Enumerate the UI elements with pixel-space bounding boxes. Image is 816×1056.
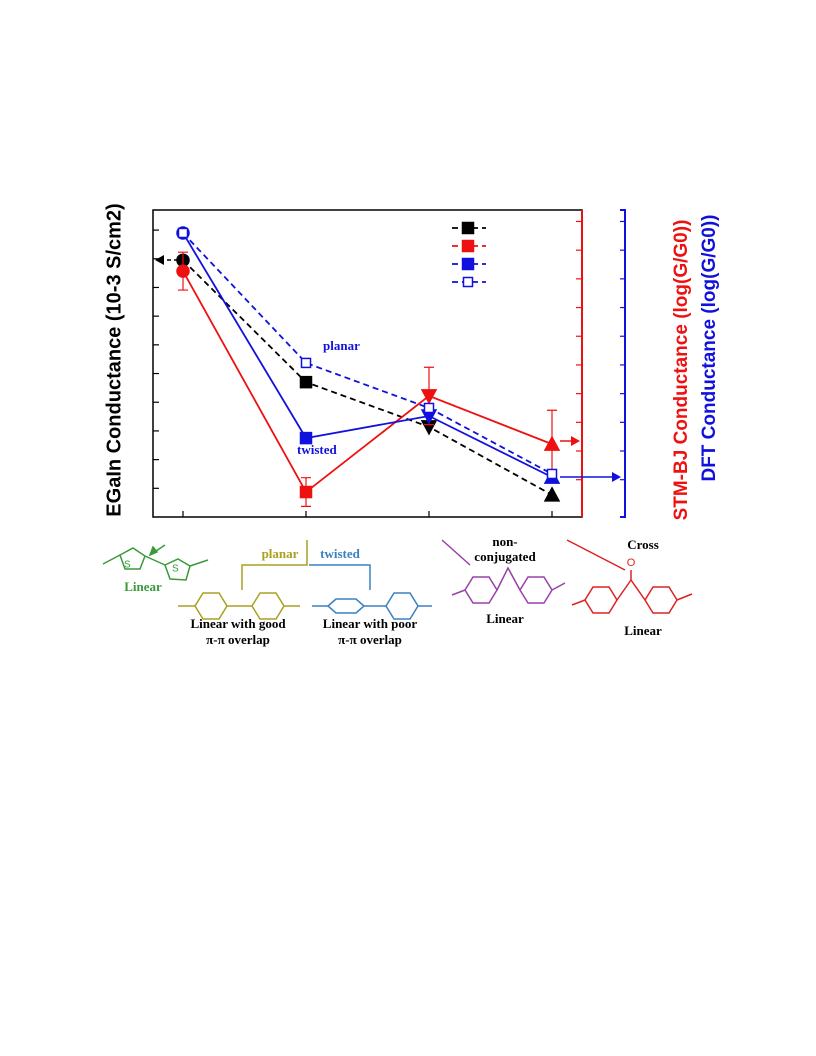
branch-label: twisted: [320, 546, 360, 561]
molecule-label: π-π overlap: [206, 632, 270, 647]
data-point: [543, 486, 561, 502]
series-line: [182, 232, 553, 478]
series-line: [182, 270, 553, 494]
data-point: [543, 435, 561, 451]
y3-axis-label: DFT Conductance (log(G/G0)): [699, 214, 720, 481]
molecule-label: non-: [492, 534, 517, 549]
annotation: planar: [323, 338, 360, 353]
data-point: [299, 485, 313, 499]
molecule-label: Linear: [624, 623, 662, 638]
molecule-label: conjugated: [474, 549, 536, 564]
y3-axis: [620, 209, 626, 518]
arrows: [155, 255, 621, 482]
y2-axis-label: STM-BJ Conductance (log(G/G0)): [671, 220, 692, 521]
data-point: [546, 468, 558, 480]
data-point: [423, 402, 435, 414]
data-point: [299, 431, 313, 445]
data-point: [300, 357, 312, 369]
data-point: [420, 389, 438, 405]
legend-marker: [461, 257, 475, 271]
data-point: [177, 227, 189, 239]
molecule-label: Linear with good: [190, 616, 286, 631]
legend-marker: [462, 276, 474, 288]
svg-text:S: S: [172, 564, 179, 575]
series-line: [182, 259, 553, 496]
legend-marker: [461, 239, 475, 253]
molecule-label: π-π overlap: [338, 632, 402, 647]
molecule-label: Cross: [627, 537, 659, 552]
svg-text:S: S: [124, 560, 131, 571]
data-point: [299, 375, 313, 389]
molecule-label: Linear with poor: [323, 616, 418, 631]
series-line: [182, 232, 553, 475]
molecule-label: Linear: [486, 611, 524, 626]
legend-marker: [461, 221, 475, 235]
molecule-label: Linear: [124, 579, 162, 594]
plot-frame: [152, 209, 583, 518]
data-point: [176, 264, 190, 278]
y-axis-label: EGaIn Conductance (10-3 S/cm2): [103, 203, 125, 516]
svg-text:O: O: [627, 557, 636, 569]
annotation: twisted: [297, 442, 337, 457]
branch-label: planar: [262, 546, 299, 561]
